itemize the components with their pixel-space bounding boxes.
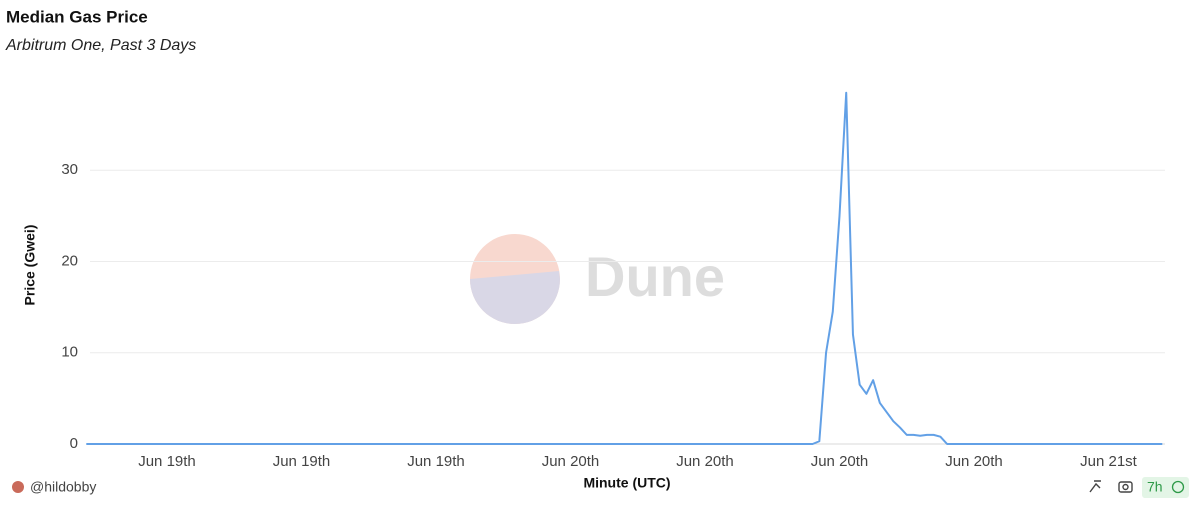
y-tick-label: 20 [61, 252, 78, 269]
refresh-time: 7h [1147, 479, 1163, 495]
y-axis-label: Price (Gwei) [22, 225, 38, 306]
chart-title: Median Gas Price [6, 7, 148, 26]
watermark-text: Dune [585, 245, 725, 308]
chart-subtitle: Arbitrum One, Past 3 Days [5, 37, 196, 54]
x-tick-label: Jun 20th [945, 453, 1003, 470]
x-tick-label: Jun 20th [811, 453, 869, 470]
y-tick-label: 30 [61, 161, 78, 178]
x-tick-label: Jun 21st [1080, 453, 1138, 470]
author[interactable]: @hildobby [30, 479, 96, 495]
x-tick-label: Jun 20th [542, 453, 600, 470]
share-icon[interactable] [1089, 480, 1101, 493]
camera-icon[interactable] [1118, 481, 1133, 493]
y-tick-label: 0 [70, 435, 78, 452]
x-tick-label: Jun 19th [273, 453, 331, 470]
watermark-logo [470, 234, 560, 324]
x-axis-label: Minute (UTC) [583, 475, 670, 491]
x-tick-label: Jun 19th [407, 453, 465, 470]
x-tick-label: Jun 19th [138, 453, 196, 470]
author-avatar [12, 481, 24, 493]
y-tick-label: 10 [61, 344, 78, 361]
refresh-check [1171, 480, 1185, 494]
x-tick-label: Jun 20th [676, 453, 734, 470]
footer-icons [1089, 480, 1133, 493]
data-line [86, 91, 1163, 445]
